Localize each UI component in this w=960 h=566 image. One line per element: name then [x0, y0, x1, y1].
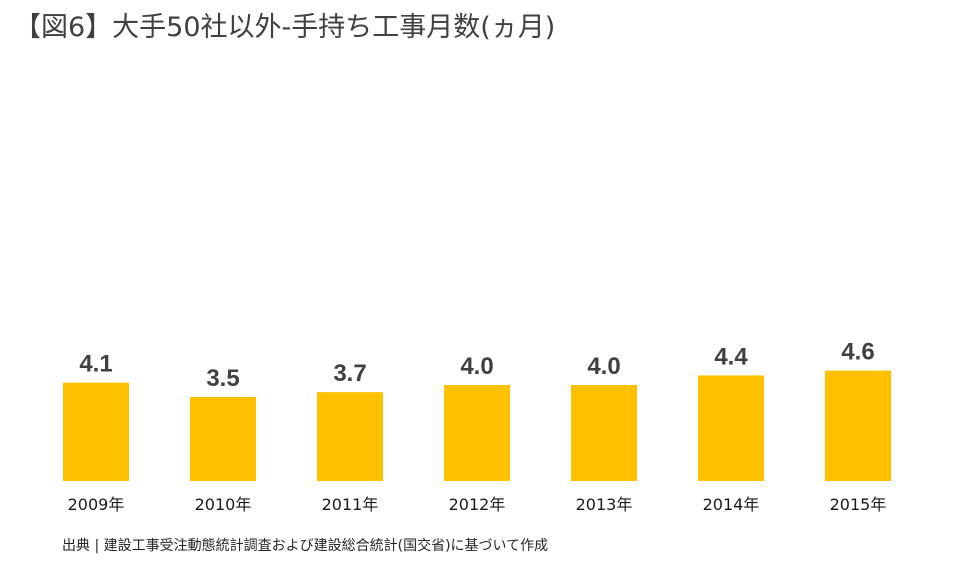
x-axis-tick-labels: 2009年 2010年 2011年 2012年 2013年 2014年 2015年	[68, 495, 887, 514]
chart-title: 【図6】大手50社以外-手持ち工事月数(ヵ月)	[14, 12, 556, 43]
x-tick-label-6: 2015年	[830, 495, 887, 514]
x-tick-label-4: 2013年	[576, 495, 633, 514]
value-label-5: 4.4	[714, 343, 748, 370]
value-label-3: 4.0	[460, 353, 493, 380]
source-note: 出典 | 建設工事受注動態統計調査および建設総合統計(国交省)に基づいて作成	[62, 538, 549, 554]
bar-3	[444, 385, 510, 481]
bars-group	[63, 370, 891, 481]
value-label-0: 4.1	[79, 351, 112, 378]
bar-1	[190, 397, 256, 481]
value-label-2: 3.7	[333, 360, 366, 387]
bar-6	[825, 370, 891, 481]
x-tick-label-5: 2014年	[703, 495, 760, 514]
value-labels-group: 4.1 3.5 3.7 4.0 4.0 4.4 4.6	[79, 339, 874, 392]
bar-0	[63, 382, 129, 481]
x-tick-label-2: 2011年	[322, 495, 379, 514]
x-tick-label-0: 2009年	[68, 495, 125, 514]
bar-4	[571, 385, 637, 481]
x-tick-label-3: 2012年	[449, 495, 506, 514]
value-label-6: 4.6	[841, 339, 874, 366]
x-tick-label-1: 2010年	[195, 495, 252, 514]
value-label-1: 3.5	[206, 365, 239, 392]
value-label-4: 4.0	[587, 353, 620, 380]
bar-5	[698, 375, 764, 481]
bar-2	[317, 392, 383, 481]
